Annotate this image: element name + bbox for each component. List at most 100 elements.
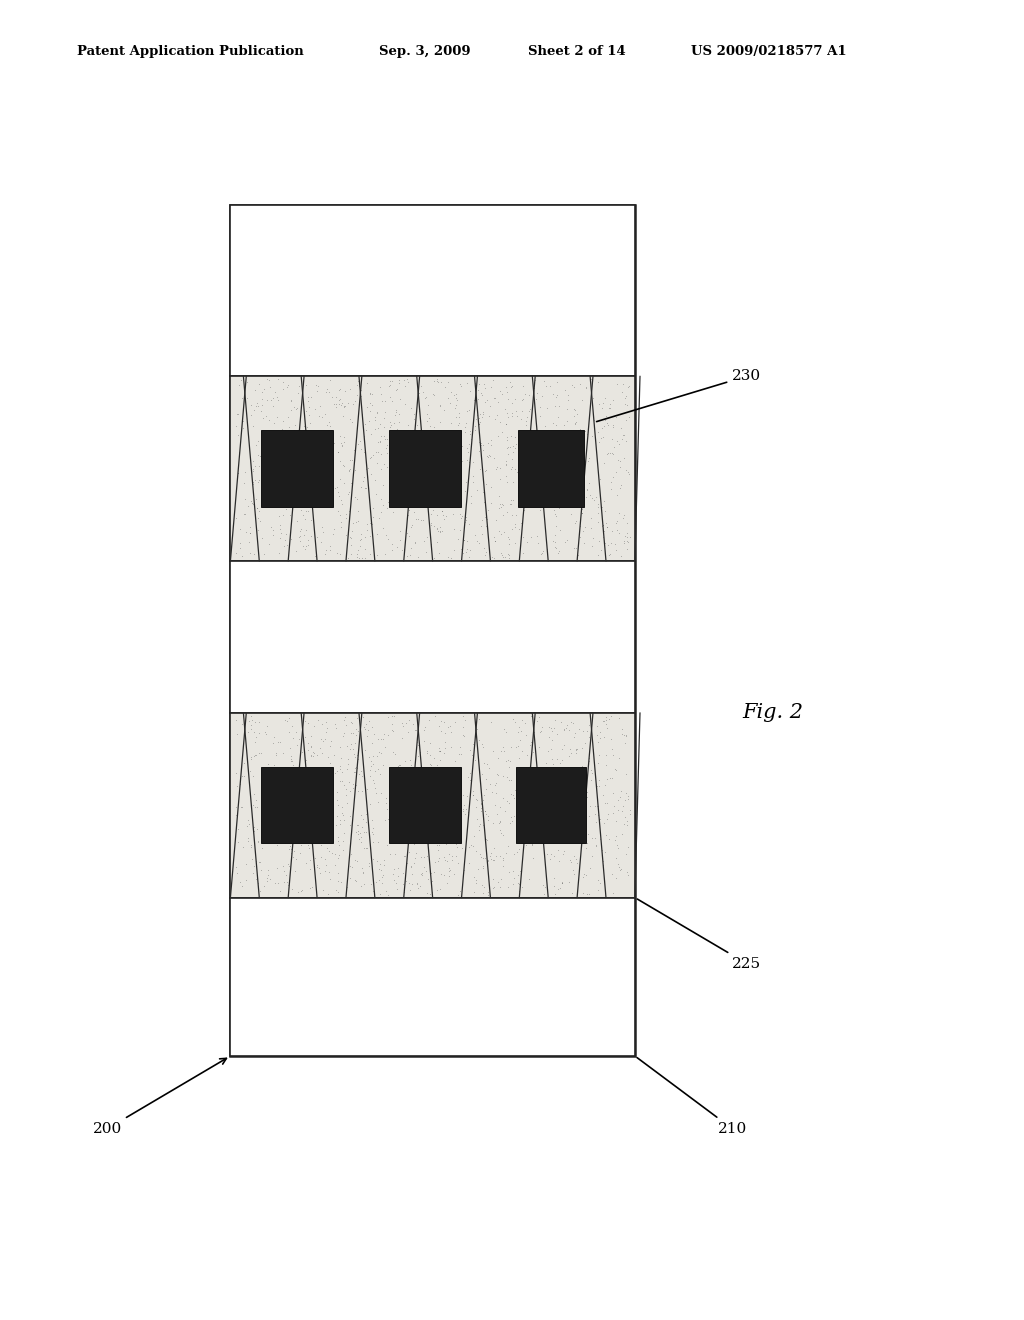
Point <box>560 429 577 450</box>
Point <box>590 545 606 566</box>
Point <box>351 763 368 784</box>
Point <box>620 785 636 807</box>
Point <box>529 710 546 731</box>
Point <box>607 825 624 846</box>
Point <box>523 793 540 814</box>
Point <box>525 742 542 763</box>
Point <box>575 785 592 807</box>
Point <box>355 837 372 858</box>
Point <box>551 850 567 871</box>
Point <box>253 859 269 880</box>
Point <box>254 837 270 858</box>
Point <box>561 738 578 759</box>
Point <box>324 781 340 803</box>
Point <box>372 413 388 434</box>
Point <box>554 429 570 450</box>
Point <box>384 719 400 741</box>
Point <box>581 714 597 735</box>
Point <box>568 411 585 432</box>
Point <box>398 807 415 828</box>
Point <box>536 486 552 507</box>
Point <box>327 714 343 735</box>
Point <box>337 395 353 416</box>
Point <box>335 804 351 825</box>
Point <box>582 805 598 826</box>
Point <box>388 379 404 400</box>
Point <box>350 539 367 560</box>
Point <box>492 412 508 433</box>
Point <box>278 756 294 777</box>
Point <box>442 859 459 880</box>
Point <box>293 519 309 540</box>
Point <box>554 739 570 760</box>
Point <box>538 808 554 829</box>
Point <box>421 709 437 730</box>
Point <box>383 414 399 436</box>
Point <box>544 436 560 457</box>
Point <box>356 539 373 560</box>
Point <box>470 532 486 553</box>
Point <box>492 469 508 490</box>
Point <box>412 875 428 896</box>
Point <box>264 520 281 541</box>
Point <box>571 718 588 739</box>
Point <box>359 466 376 487</box>
Point <box>402 754 419 775</box>
Point <box>510 735 526 756</box>
Point <box>236 766 252 787</box>
Point <box>372 507 388 528</box>
Point <box>360 853 377 874</box>
Point <box>373 783 389 804</box>
Point <box>400 487 417 508</box>
Point <box>367 407 383 428</box>
Point <box>539 843 555 865</box>
Point <box>361 525 378 546</box>
Point <box>331 389 347 411</box>
Point <box>358 396 375 417</box>
Point <box>388 759 404 780</box>
Point <box>341 482 357 503</box>
Point <box>444 457 461 478</box>
Point <box>492 846 508 867</box>
Point <box>593 426 609 447</box>
Bar <box>230 898 635 1056</box>
Point <box>571 525 588 546</box>
Point <box>598 512 614 533</box>
Point <box>426 829 442 850</box>
Point <box>377 544 393 565</box>
Point <box>352 536 369 557</box>
Point <box>403 874 420 895</box>
Point <box>428 829 444 850</box>
Point <box>243 834 259 855</box>
Point <box>292 440 308 461</box>
Point <box>279 429 295 450</box>
Point <box>422 733 438 754</box>
Point <box>594 397 610 418</box>
Point <box>605 444 622 465</box>
Point <box>485 869 502 890</box>
Point <box>577 733 593 754</box>
Point <box>452 737 468 758</box>
Point <box>583 368 599 389</box>
Point <box>459 400 475 421</box>
Point <box>324 795 340 816</box>
Point <box>465 466 481 487</box>
Point <box>361 766 378 787</box>
Point <box>401 500 418 521</box>
Point <box>587 803 603 824</box>
Point <box>549 748 565 770</box>
Point <box>299 830 315 851</box>
Point <box>333 810 349 832</box>
Point <box>364 755 380 776</box>
Point <box>386 706 402 727</box>
Point <box>532 721 549 742</box>
Point <box>305 759 322 780</box>
Point <box>503 770 519 791</box>
Point <box>445 470 462 491</box>
Point <box>273 521 290 543</box>
Point <box>260 441 276 462</box>
Point <box>290 490 306 511</box>
Point <box>489 457 506 478</box>
Point <box>477 507 494 528</box>
Point <box>599 792 615 813</box>
